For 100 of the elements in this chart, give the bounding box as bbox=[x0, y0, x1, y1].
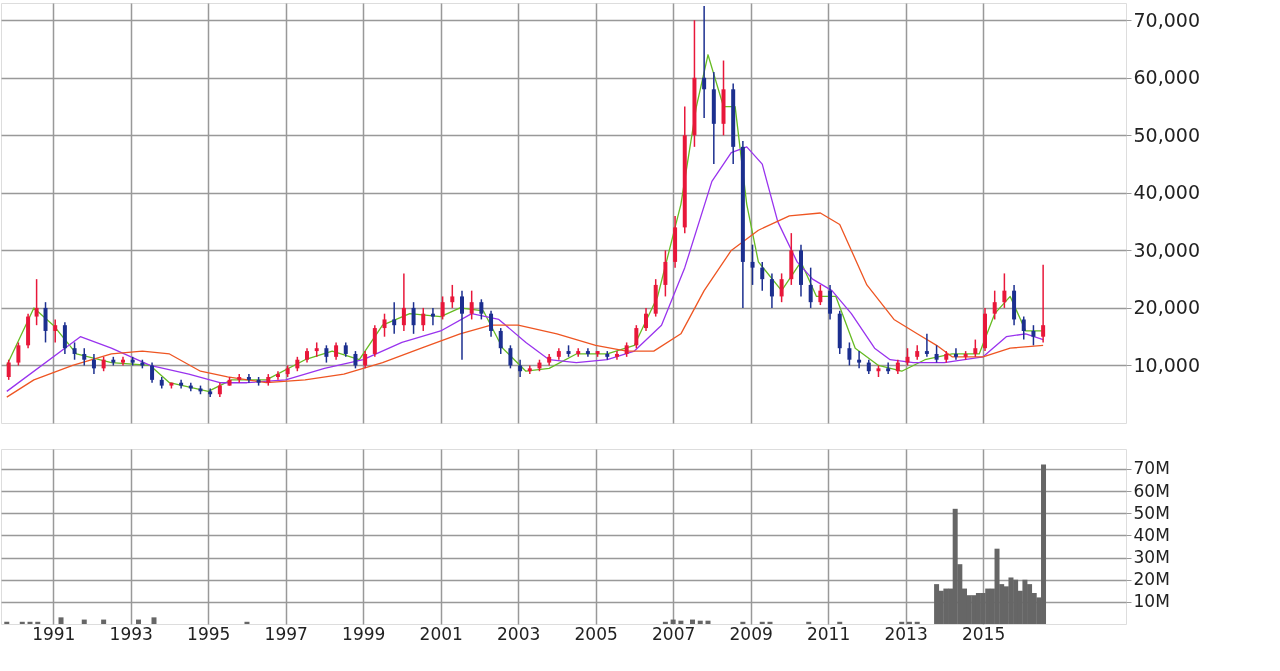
y-tick-label: 30,000 bbox=[1133, 238, 1200, 261]
candlestick bbox=[857, 350, 862, 370]
x-tick-label: 2001 bbox=[419, 623, 463, 644]
candlestick bbox=[208, 387, 213, 398]
y-tick-label: 40,000 bbox=[1133, 181, 1200, 204]
y-tick-label: 10M bbox=[1133, 591, 1170, 612]
candlestick bbox=[1031, 324, 1036, 347]
candlestick bbox=[576, 347, 581, 358]
candlestick bbox=[392, 301, 397, 335]
bar bbox=[837, 621, 843, 624]
candlestick bbox=[818, 284, 823, 306]
candlestick bbox=[508, 344, 513, 370]
bar bbox=[971, 595, 977, 624]
bar bbox=[943, 588, 949, 624]
candlestick bbox=[450, 284, 455, 309]
y-tick-label: 40M bbox=[1133, 524, 1170, 545]
candlestick bbox=[992, 289, 997, 321]
candlestick bbox=[469, 289, 474, 321]
candlestick bbox=[663, 249, 668, 298]
bar bbox=[906, 621, 912, 624]
y-tick-label: 70,000 bbox=[1133, 8, 1200, 31]
bar bbox=[81, 619, 87, 624]
candlestick bbox=[34, 278, 39, 326]
candlestick bbox=[828, 284, 833, 321]
candlestick bbox=[779, 272, 784, 303]
x-tick-label: 2005 bbox=[574, 623, 618, 644]
candlestick bbox=[62, 321, 67, 355]
x-tick-label: 1997 bbox=[264, 623, 308, 644]
candlestick bbox=[760, 261, 765, 292]
x-tick-label: 2007 bbox=[652, 623, 696, 644]
bar bbox=[244, 621, 250, 624]
candlestick bbox=[246, 373, 251, 384]
candlestick bbox=[634, 324, 639, 349]
candlestick bbox=[886, 361, 891, 375]
candlestick bbox=[16, 341, 21, 367]
candlestick bbox=[953, 347, 958, 361]
candlestick bbox=[479, 298, 484, 321]
bar bbox=[101, 619, 107, 624]
line-series bbox=[6, 212, 1044, 398]
x-tick-label: 2011 bbox=[806, 623, 851, 644]
bar bbox=[4, 621, 10, 624]
candlestick bbox=[460, 289, 464, 361]
y-tick-label: 70M bbox=[1133, 458, 1170, 479]
candlestick bbox=[150, 361, 155, 384]
x-tick-label: 1995 bbox=[187, 623, 231, 644]
line-series bbox=[6, 146, 1044, 393]
candlestick bbox=[53, 318, 58, 344]
x-tick-label: 1991 bbox=[32, 623, 76, 644]
candlestick bbox=[430, 307, 435, 326]
x-tick-label: 2013 bbox=[884, 623, 928, 644]
candlestick bbox=[644, 307, 649, 332]
y-tick-label: 60M bbox=[1133, 480, 1170, 501]
x-tick-label: 2009 bbox=[729, 623, 773, 644]
candlestick bbox=[382, 312, 387, 338]
candlestick bbox=[1041, 264, 1046, 344]
x-tick-label: 2015 bbox=[961, 623, 1006, 644]
x-tick-label: 1999 bbox=[342, 623, 386, 644]
candlestick bbox=[1021, 315, 1026, 341]
x-tick-label: 1993 bbox=[109, 623, 153, 644]
candlestick bbox=[750, 243, 755, 286]
bar bbox=[767, 621, 773, 624]
y-tick-label: 60,000 bbox=[1133, 66, 1200, 89]
bar bbox=[914, 621, 920, 624]
bar bbox=[58, 617, 64, 624]
bar bbox=[35, 621, 41, 624]
candlestick bbox=[91, 353, 96, 375]
y-tick-label: 20,000 bbox=[1133, 296, 1200, 319]
candlestick bbox=[275, 370, 280, 381]
candlestick bbox=[237, 373, 242, 384]
candlestick bbox=[43, 301, 48, 344]
candlestick bbox=[847, 341, 852, 367]
bar bbox=[1022, 579, 1028, 624]
bar bbox=[19, 621, 25, 624]
y-tick-label: 30M bbox=[1133, 547, 1170, 568]
bar bbox=[151, 617, 157, 624]
candlestick bbox=[527, 364, 532, 375]
candlestick bbox=[769, 272, 774, 309]
bar bbox=[136, 619, 141, 624]
bar bbox=[27, 621, 33, 624]
candlestick bbox=[808, 266, 813, 309]
bar bbox=[662, 621, 668, 624]
y-tick-label: 50M bbox=[1133, 502, 1170, 523]
bar bbox=[806, 621, 812, 624]
candlestick bbox=[614, 350, 619, 361]
y-tick-label: 20M bbox=[1133, 569, 1170, 590]
candlestick bbox=[702, 5, 707, 119]
bar bbox=[975, 592, 981, 624]
x-tick-label: 2003 bbox=[497, 623, 541, 644]
bar bbox=[670, 619, 676, 624]
candlestick bbox=[585, 347, 590, 358]
bar bbox=[759, 621, 765, 624]
candlestick bbox=[411, 301, 416, 335]
candlestick bbox=[924, 333, 929, 358]
bar bbox=[934, 584, 940, 624]
bar bbox=[899, 621, 905, 624]
line-series bbox=[6, 54, 1044, 393]
candlestick bbox=[489, 310, 494, 338]
candlestick bbox=[421, 307, 426, 332]
y-tick-label: 50,000 bbox=[1133, 123, 1200, 146]
bar bbox=[985, 588, 991, 624]
